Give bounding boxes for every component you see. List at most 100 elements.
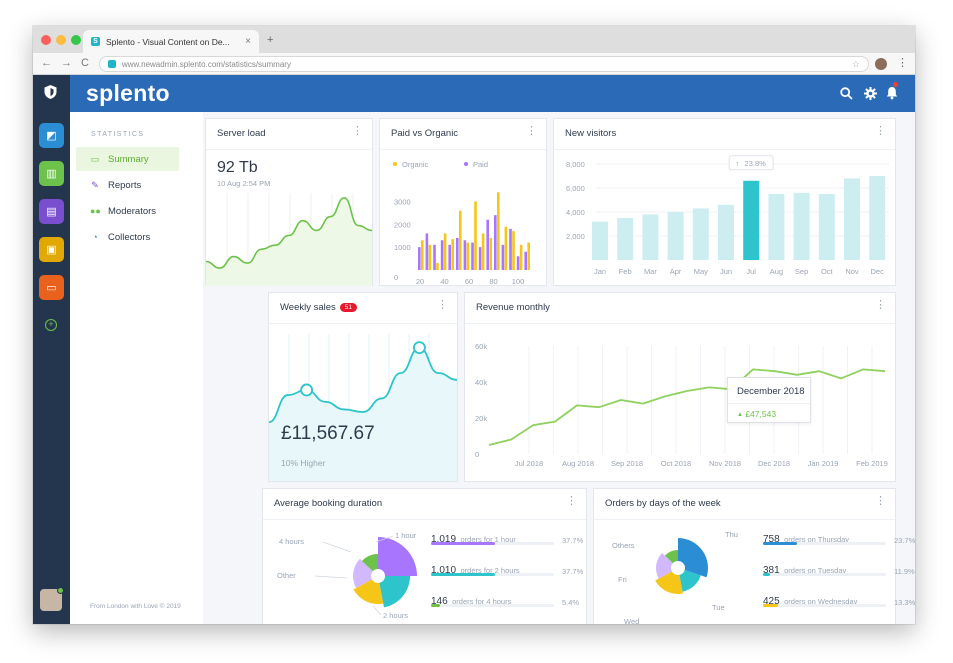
stat-percent: 11.9% [894,567,915,576]
pie-slice [678,538,708,578]
users-icon: ●● [90,206,101,216]
brand-logo[interactable]: splento [86,80,170,106]
legend-paid-marker [464,162,468,166]
close-tab-icon[interactable]: × [245,36,251,47]
rail-add-icon[interactable]: + [45,319,57,331]
search-icon[interactable] [840,87,853,100]
weekly-sales-area [269,347,457,481]
weekly-sales-chart [269,334,457,481]
rail-contacts-button[interactable]: ▣ [39,237,64,262]
bar [768,194,785,260]
pie-label: Tue [712,603,725,612]
bar-organic [421,240,424,270]
bar-organic [512,231,515,270]
minimize-window-button[interactable] [56,35,66,45]
pie-label: Thu [725,530,738,539]
sidebar-item-collectors[interactable]: ◔ Collectors [76,225,179,249]
bar-organic [481,233,485,270]
rail-statistics-button[interactable]: ▥ [39,161,64,186]
bar-organic [466,242,470,270]
card-title: Paid vs Organic [391,128,459,139]
stat-text: orders for 1 hour [460,535,516,544]
profile-avatar[interactable] [875,58,887,70]
card-menu-icon[interactable]: ⋮ [526,125,537,137]
rail-tickets-button[interactable]: ▭ [39,275,64,300]
stat-count: 1,010 [431,565,457,576]
pie-slice [378,576,410,608]
bar-paid [501,244,505,270]
card-menu-icon[interactable]: ⋮ [875,495,886,507]
stat-row: 758 orders on Thursday 23.7% [763,529,915,547]
pie-slice [656,552,678,579]
card-menu-icon[interactable]: ⋮ [566,495,577,507]
x-tick-label: Oct 2018 [661,459,691,468]
bar-highlight [743,180,760,260]
rail-dashboard-button[interactable]: ◩ [39,123,64,148]
sidebar-item-reports[interactable]: ✎ Reports [76,173,179,197]
x-tick-label: Sep 2018 [611,459,643,468]
sidebar: STATISTICS ▭ Summary ✎ Reports ●● Moderators ◔… [70,112,203,624]
bell-icon[interactable] [886,86,898,100]
reload-icon[interactable]: C [81,57,89,69]
bookmark-star-icon[interactable]: ☆ [851,59,860,69]
leader-line [375,535,394,543]
bar-organic [489,238,492,270]
leader-line [322,541,352,553]
sidebar-item-summary[interactable]: ▭ Summary [76,147,179,171]
card-menu-icon[interactable]: ⋮ [352,125,363,137]
new-tab-button[interactable]: + [267,34,274,46]
x-tick-label: Dec 2018 [758,459,790,468]
sidebar-item-moderators[interactable]: ●● Moderators [76,199,179,223]
pie-label: Fri [618,575,627,584]
app-rail: ◩ ▥ ▤ ▣ ▭ + [33,75,70,624]
stat-percent: 23.7% [894,536,915,545]
stat-percent: 13.3% [894,598,915,607]
weekly-sales-card: Weekly sales 51 ⋮ £11,567.67 10% Higher [268,292,458,482]
x-tick-label: Jan 2019 [808,459,839,468]
y-tick-label: 0 [394,273,398,282]
stat-count: 146 [431,596,448,607]
x-tick-label: Aug 2018 [562,459,594,468]
card-menu-icon[interactable]: ⋮ [437,299,448,311]
stat-text: orders on Tuesday [784,566,847,575]
x-tick-label: Jul [746,267,756,276]
stat-track [763,573,886,576]
legend-paid: Paid [473,160,488,169]
browser-tab[interactable]: S Splento - Visual Content on De... × [83,30,259,53]
browser-menu-icon[interactable]: ⋮ [897,57,908,69]
address-bar: ← → C www.newadmin.splento.com/statistic… [33,53,915,75]
new-visitors-card: New visitors ⋮ 8,000 6,000 4,000 2,000 Jan Fe… [553,118,896,286]
stat-percent: 5.4% [562,598,580,607]
forward-icon[interactable]: → [61,57,72,69]
bar-organic [474,201,477,270]
monitor-icon: ▭ [90,154,100,164]
bar-paid [509,228,512,270]
shield-logo-icon [44,85,57,99]
pie-slice [678,568,701,592]
x-tick-label: Jul 2018 [515,459,543,468]
back-icon[interactable]: ← [41,57,52,69]
y-tick-label: 2,000 [566,232,585,241]
card-menu-icon[interactable]: ⋮ [875,299,886,311]
pie-label: Others [612,541,635,550]
weekly-sales-title: Weekly sales [280,302,336,313]
y-tick-label: 0 [475,450,479,459]
x-tick-label: Nov 2018 [709,459,741,468]
sidebar-item-label: Reports [108,179,142,191]
y-tick-label: 40k [475,378,487,387]
weekly-sales-badge: 51 [339,303,358,312]
stat-fill [431,573,495,576]
maximize-window-button[interactable] [71,35,81,45]
gear-icon[interactable] [864,87,877,100]
bar [869,176,886,260]
stat-count: 1,019 [431,534,457,545]
card-menu-icon[interactable]: ⋮ [875,125,886,137]
dashboard-icon: ◩ [46,130,57,142]
close-window-button[interactable] [41,35,51,45]
url-input[interactable]: www.newadmin.splento.com/statistics/summ… [99,56,869,72]
sidebar-heading: STATISTICS [91,131,145,138]
pie-label: 1 hour [395,531,417,540]
sidebar-item-label: Summary [108,153,149,165]
rail-documents-button[interactable]: ▤ [39,199,64,224]
user-avatar[interactable] [40,587,64,611]
